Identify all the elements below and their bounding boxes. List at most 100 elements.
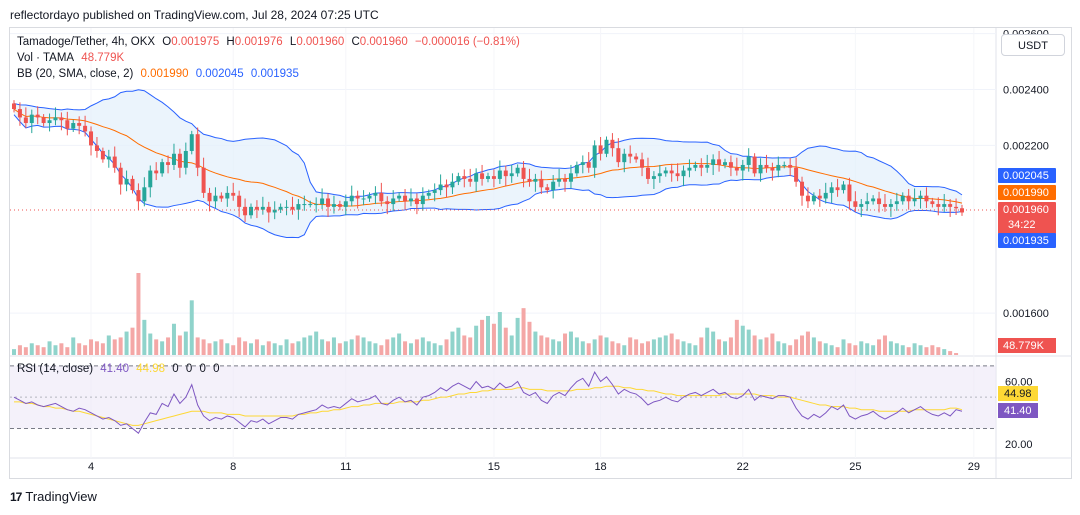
candle-body: [699, 164, 704, 168]
legend-rsi-zero-1: 0: [172, 363, 179, 375]
legend-bb-lower: 0.001935: [250, 68, 299, 80]
y-tick-label-2: 0.002200: [1003, 140, 1049, 152]
volume-bar: [817, 341, 822, 355]
volume-bar: [17, 345, 22, 355]
price-label-last: 0.001960: [1003, 204, 1049, 216]
candle-body: [894, 201, 899, 205]
volume-bar: [711, 331, 716, 355]
candle-body: [586, 162, 591, 168]
legend-symbol-row: Tamadoge/Tether, 4h, OKX O0.001975 H0.00…: [17, 36, 524, 48]
tradingview-logo-icon: 17: [10, 489, 22, 504]
volume-bar: [888, 341, 893, 355]
volume-bar: [728, 337, 733, 355]
candle-body: [912, 198, 917, 202]
volume-bar: [420, 337, 425, 355]
footer-brand[interactable]: TradingView: [25, 489, 97, 504]
volume-bar: [266, 341, 271, 355]
candle-body: [900, 195, 905, 202]
candle-body: [385, 201, 390, 205]
volume-bar: [438, 345, 443, 355]
volume-bar: [314, 331, 319, 355]
candle-body: [764, 164, 769, 168]
candle-body: [195, 134, 200, 168]
volume-bar: [148, 333, 153, 355]
volume-bar: [551, 339, 556, 355]
volume-bar: [782, 343, 787, 355]
volume-bar: [195, 337, 200, 355]
volume-bar: [361, 337, 366, 355]
candle-body: [231, 192, 236, 196]
candle-body: [414, 198, 419, 205]
legend-bb-upper: 0.002045: [195, 68, 244, 80]
candle-body: [450, 181, 455, 188]
candle-body: [882, 204, 887, 207]
legend-rsi-label[interactable]: RSI (14, close): [17, 363, 94, 375]
volume-bar: [94, 341, 99, 355]
volume-bar: [900, 345, 905, 355]
candle-body: [574, 164, 579, 174]
candle-body: [462, 176, 467, 179]
candle-body: [17, 109, 22, 118]
legend-rsi-row: RSI (14, close) 41.40 44.98 0 0 0 0: [17, 363, 223, 375]
candle-body: [888, 204, 893, 207]
candle-body: [847, 184, 852, 202]
volume-bar: [154, 339, 159, 355]
candle-body: [308, 204, 313, 206]
volume-bar: [77, 343, 82, 355]
rsi-label-box-rsi: [998, 403, 1038, 418]
rsi-ma-line: [14, 385, 963, 426]
candle-body: [284, 206, 289, 208]
x-tick-label-1: 8: [230, 461, 236, 473]
volume-bar: [47, 341, 52, 355]
candle-body: [355, 195, 360, 199]
candle-body: [616, 148, 621, 163]
candle-body: [94, 145, 99, 151]
candle-body: [160, 162, 165, 174]
legend-volume-label[interactable]: Vol · TAMA: [17, 52, 75, 64]
volume-bar: [622, 345, 627, 355]
candle-body: [604, 139, 609, 154]
legend-symbol[interactable]: Tamadoge/Tether, 4h, OKX: [17, 36, 156, 48]
candle-body: [166, 162, 171, 165]
volume-bar: [651, 339, 656, 355]
candle-body: [171, 153, 176, 165]
volume-bar: [331, 337, 336, 355]
candle-body: [290, 206, 295, 210]
bb-fill: [14, 89, 962, 238]
volume-bar: [462, 335, 467, 355]
candle-body: [800, 181, 805, 196]
volume-bar: [278, 345, 283, 355]
volume-bar: [474, 325, 479, 355]
legend-bb-label[interactable]: BB (20, SMA, close, 2): [17, 68, 134, 80]
volume-bar: [349, 339, 354, 355]
candle-body: [266, 206, 271, 213]
candle-body: [924, 195, 929, 202]
volume-bar: [687, 343, 692, 355]
volume-bar: [385, 339, 390, 355]
candle-body: [260, 206, 265, 210]
legend-high-label: H: [226, 36, 235, 48]
candle-body: [681, 170, 686, 177]
price-label-box-last: [998, 202, 1056, 234]
volume-bar: [699, 337, 704, 355]
legend-bb-row: BB (20, SMA, close, 2) 0.001990 0.002045…: [17, 68, 303, 80]
x-tick-label-0: 4: [88, 461, 94, 473]
candle-body: [634, 156, 639, 160]
volume-bar: [675, 339, 680, 355]
candle-body: [254, 206, 259, 210]
volume-bar: [379, 345, 384, 355]
volume-bar: [539, 335, 544, 355]
candle-body: [65, 120, 70, 129]
candle-body: [326, 198, 331, 207]
volume-bar: [106, 335, 111, 355]
candle-body: [877, 198, 882, 205]
candle-body: [782, 164, 787, 166]
legend-volume-value: 48.779K: [81, 52, 125, 64]
candle-body: [154, 170, 159, 174]
currency-button[interactable]: USDT: [1001, 34, 1065, 56]
candle-body: [871, 198, 876, 202]
candle-body: [740, 164, 745, 171]
candle-body: [249, 206, 253, 216]
volume-bar: [764, 337, 769, 355]
